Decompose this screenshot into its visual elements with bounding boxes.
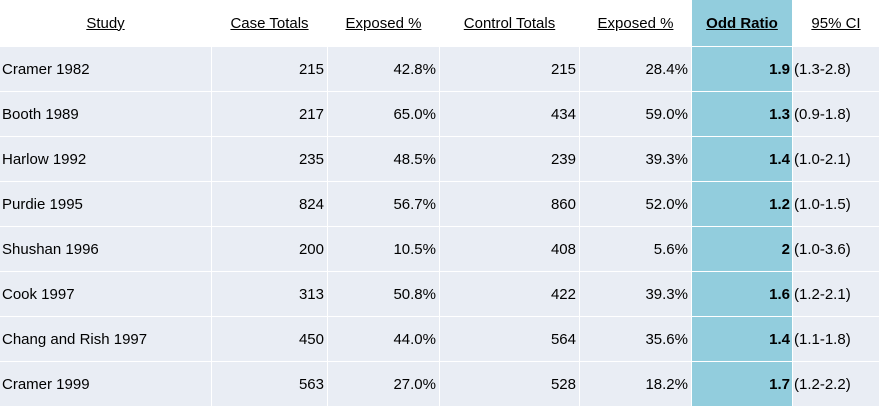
table-cell-case-totals: 563 — [212, 362, 328, 407]
table-cell-odds-ratio: 1.4 — [692, 317, 793, 362]
table-cell-control-totals: 434 — [440, 92, 580, 137]
table-cell-case-exposed: 44.0% — [328, 317, 440, 362]
table-cell-study: Cook 1997 — [0, 272, 212, 317]
table-cell-odds-ratio: 1.7 — [692, 362, 793, 407]
table-cell-control-totals: 422 — [440, 272, 580, 317]
table-cell-study: Cramer 1999 — [0, 362, 212, 407]
table-cell-ci: (1.0-2.1) — [793, 137, 880, 182]
table-cell-case-totals: 450 — [212, 317, 328, 362]
table-cell-control-totals: 239 — [440, 137, 580, 182]
header-case-totals: Case Totals — [212, 0, 328, 47]
table-cell-study: Harlow 1992 — [0, 137, 212, 182]
table-cell-control-exposed: 52.0% — [580, 182, 692, 227]
header-odds-ratio: Odd Ratio — [692, 0, 793, 47]
table-cell-odds-ratio: 1.4 — [692, 137, 793, 182]
table-cell-odds-ratio: 1.2 — [692, 182, 793, 227]
table-cell-case-exposed: 42.8% — [328, 47, 440, 92]
table-cell-study: Chang and Rish 1997 — [0, 317, 212, 362]
table-cell-study: Booth 1989 — [0, 92, 212, 137]
table-cell-case-exposed: 65.0% — [328, 92, 440, 137]
header-study: Study — [0, 0, 212, 47]
header-case-exposed: Exposed % — [328, 0, 440, 47]
table-cell-case-totals: 313 — [212, 272, 328, 317]
table-cell-case-exposed: 56.7% — [328, 182, 440, 227]
table-cell-ci: (0.9-1.8) — [793, 92, 880, 137]
table-cell-odds-ratio: 2 — [692, 227, 793, 272]
table-cell-ci: (1.2-2.1) — [793, 272, 880, 317]
table-cell-case-exposed: 48.5% — [328, 137, 440, 182]
header-control-totals: Control Totals — [440, 0, 580, 47]
table-cell-ci: (1.1-1.8) — [793, 317, 880, 362]
table-cell-ci: (1.3-2.8) — [793, 47, 880, 92]
table-cell-study: Cramer 1982 — [0, 47, 212, 92]
table-cell-odds-ratio: 1.6 — [692, 272, 793, 317]
table-cell-control-exposed: 59.0% — [580, 92, 692, 137]
table-cell-case-exposed: 27.0% — [328, 362, 440, 407]
table-cell-odds-ratio: 1.3 — [692, 92, 793, 137]
table-cell-control-totals: 528 — [440, 362, 580, 407]
table-cell-ci: (1.0-3.6) — [793, 227, 880, 272]
table-cell-case-totals: 217 — [212, 92, 328, 137]
table-cell-case-totals: 824 — [212, 182, 328, 227]
table-cell-study: Purdie 1995 — [0, 182, 212, 227]
header-control-exposed: Exposed % — [580, 0, 692, 47]
table-cell-case-exposed: 50.8% — [328, 272, 440, 317]
table-cell-control-exposed: 35.6% — [580, 317, 692, 362]
table-cell-ci: (1.0-1.5) — [793, 182, 880, 227]
table-cell-case-totals: 215 — [212, 47, 328, 92]
header-ci: 95% CI — [793, 0, 880, 47]
table-cell-control-totals: 408 — [440, 227, 580, 272]
table-cell-control-exposed: 18.2% — [580, 362, 692, 407]
table-cell-control-totals: 215 — [440, 47, 580, 92]
table-cell-case-totals: 235 — [212, 137, 328, 182]
table-cell-case-totals: 200 — [212, 227, 328, 272]
table-cell-control-exposed: 39.3% — [580, 272, 692, 317]
table-cell-control-exposed: 39.3% — [580, 137, 692, 182]
table-cell-study: Shushan 1996 — [0, 227, 212, 272]
table-cell-control-totals: 860 — [440, 182, 580, 227]
table-cell-odds-ratio: 1.9 — [692, 47, 793, 92]
table-cell-control-exposed: 5.6% — [580, 227, 692, 272]
table-cell-ci: (1.2-2.2) — [793, 362, 880, 407]
table-cell-control-totals: 564 — [440, 317, 580, 362]
table-cell-control-exposed: 28.4% — [580, 47, 692, 92]
table-cell-case-exposed: 10.5% — [328, 227, 440, 272]
